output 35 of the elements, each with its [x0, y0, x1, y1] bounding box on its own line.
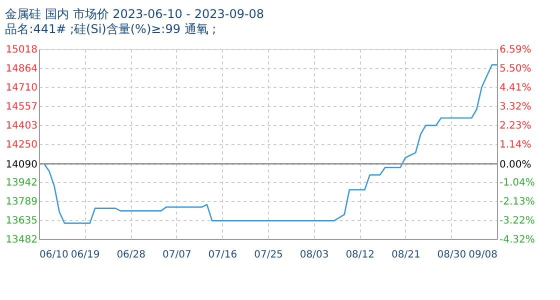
y-tick-label: 13789 — [6, 196, 38, 208]
y2-tick-label: -1.04% — [500, 177, 535, 188]
y-tick-label: 15018 — [6, 44, 38, 56]
y2-tick-label: 6.59% — [500, 44, 532, 56]
y-tick-label: 14090 — [6, 159, 38, 170]
y-tick-label: 14557 — [6, 102, 38, 113]
y2-tick-label: 5.50% — [500, 63, 532, 74]
x-tick-label: 06/10 — [40, 250, 68, 260]
x-tick-label: 07/16 — [208, 250, 238, 260]
x-tick-label: 08/21 — [391, 250, 420, 260]
y-tick-label: 14710 — [6, 82, 38, 94]
x-tick-label: 09/08 — [468, 250, 498, 260]
x-tick-label: 08/12 — [346, 250, 375, 260]
y2-tick-label: 3.32% — [500, 101, 532, 112]
y2-tick-label: 4.41% — [500, 82, 532, 94]
x-tick-label: 06/28 — [116, 250, 146, 260]
x-tick-label: 08/30 — [437, 250, 466, 260]
y-tick-label: 14403 — [6, 120, 38, 132]
chart-title: 金属硅 国内 市场价 2023-06-10 - 2023-09-08 — [5, 7, 264, 21]
y-tick-label: 14250 — [6, 140, 38, 150]
y2-tick-label: -4.32% — [500, 234, 535, 246]
y2-tick-label: 2.23% — [500, 120, 532, 132]
y-tick-label: 13635 — [6, 216, 38, 227]
y-tick-label: 14864 — [6, 64, 38, 75]
chart-subtitle: 品名:441# ;硅(Si)含量(%)≥:99 通氧 ; — [5, 22, 216, 36]
y2-tick-label: -3.22% — [500, 215, 535, 226]
x-tick-label: 07/07 — [162, 250, 192, 260]
x-tick-label: 06/19 — [70, 250, 100, 260]
x-tick-label: 07/25 — [254, 250, 283, 260]
y-tick-label: 13482 — [6, 234, 38, 246]
y-tick-label: 13942 — [6, 178, 38, 189]
y2-tick-label: 1.14% — [500, 139, 532, 150]
y2-tick-label: 0.00% — [500, 159, 532, 170]
y2-tick-label: -2.13% — [500, 196, 535, 208]
x-tick-label: 08/03 — [300, 250, 329, 260]
